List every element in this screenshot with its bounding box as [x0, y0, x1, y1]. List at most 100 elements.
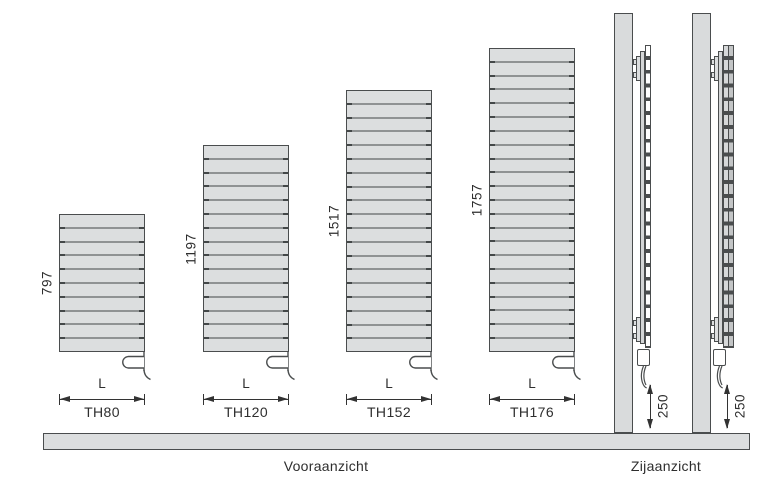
- height-dimension-label: 1197: [183, 232, 199, 265]
- floor-clearance-label: 250: [732, 393, 748, 419]
- dimension-tick-right: [431, 394, 432, 405]
- radiator-slat: [490, 159, 574, 174]
- radiator-th120: [203, 145, 289, 352]
- dimension-arrow-left-icon: [60, 396, 70, 402]
- floor-clearance-dimension: [723, 384, 732, 429]
- radiator-slat: [490, 76, 574, 91]
- radiator-slat: [347, 284, 431, 298]
- floor-clearance-dimension: [646, 384, 655, 429]
- radiator-slat: [347, 132, 431, 147]
- dimension-tick-right: [574, 394, 575, 405]
- model-label: TH176: [509, 404, 555, 420]
- radiator-slat: [60, 297, 144, 312]
- dimension-line: [346, 399, 432, 400]
- radiator-slat: [204, 283, 288, 298]
- radiator-slat: [347, 242, 431, 257]
- radiator-th176: [489, 48, 575, 352]
- power-cable-icon: [640, 365, 647, 389]
- radiator-slat: [490, 90, 574, 105]
- side-view-caption: Zijaanzicht: [630, 458, 702, 474]
- radiator-slat: [490, 214, 574, 229]
- radiator-slat: [490, 104, 574, 119]
- radiator-slat: [490, 145, 574, 160]
- radiator-slat: [347, 159, 431, 174]
- dimension-line: [59, 399, 145, 400]
- dimension-arrow-up-icon: [724, 384, 730, 394]
- heating-element-cable-icon: [409, 351, 438, 381]
- dimension-arrow-right-icon: [278, 396, 288, 402]
- radiator-slat: [347, 104, 431, 119]
- radiator-slat: [60, 242, 144, 257]
- width-dimension: L TH152: [346, 376, 432, 420]
- floor-clearance-label: 250: [655, 393, 671, 419]
- radiator-slat: [347, 173, 431, 188]
- radiator-slat: [490, 311, 574, 326]
- radiator-slat: [347, 201, 431, 216]
- radiator-slat: [347, 339, 431, 352]
- height-dimension-label: 1757: [469, 183, 485, 217]
- dimension-arrow-right-icon: [564, 396, 574, 402]
- radiator-slat: [347, 270, 431, 285]
- heating-element-box: [637, 349, 650, 366]
- radiator-slat: [204, 173, 288, 188]
- radiator-slat: [347, 325, 431, 340]
- width-label: L: [528, 376, 536, 391]
- dimension-line: [489, 399, 575, 400]
- dimension-tick-left: [489, 394, 490, 405]
- heating-element-cable-icon: [122, 351, 151, 381]
- radiator-slat: [204, 311, 288, 326]
- power-cable-icon: [716, 365, 723, 389]
- radiator-slat: [490, 256, 574, 270]
- radiator-slat: [60, 215, 144, 229]
- radiator-slat: [204, 339, 288, 351]
- radiator-slat: [60, 283, 144, 298]
- width-label: L: [98, 376, 106, 391]
- dimension-arrow-right-icon: [421, 396, 431, 402]
- model-label: TH120: [223, 404, 269, 420]
- radiator-th80: [59, 214, 145, 352]
- front-view-caption: Vooraanzicht: [283, 458, 369, 474]
- radiator-slat: [204, 146, 288, 160]
- radiator-slat: [204, 214, 288, 229]
- dimension-tick-right: [144, 394, 145, 405]
- radiator-slat: [347, 146, 431, 160]
- radiator-slat: [60, 228, 144, 243]
- width-dimension: L TH120: [203, 376, 289, 420]
- dimension-tick-left: [203, 394, 204, 405]
- radiator-slat: [490, 131, 574, 146]
- slat-edge-strip: [728, 45, 734, 348]
- heating-element-cable-icon: [552, 351, 581, 381]
- radiator-slat: [204, 159, 288, 174]
- heating-element-cable-icon: [266, 351, 295, 381]
- width-dimension: L TH176: [489, 376, 575, 420]
- model-label: TH152: [366, 404, 412, 420]
- radiator-slat: [204, 228, 288, 243]
- radiator-slat: [490, 62, 574, 77]
- dimension-arrow-up-icon: [647, 384, 653, 394]
- dimension-arrow-left-icon: [204, 396, 214, 402]
- radiator-slat: [490, 339, 574, 351]
- dimension-line: [203, 399, 289, 400]
- radiator-slat: [347, 215, 431, 229]
- dimension-arrow-right-icon: [134, 396, 144, 402]
- radiator-slat: [204, 187, 288, 202]
- radiator-slat: [60, 325, 144, 340]
- wall: [614, 13, 633, 433]
- radiator-slat: [490, 118, 574, 132]
- radiator-slat: [347, 91, 431, 105]
- radiator-slat: [490, 283, 574, 298]
- radiator-th152: [346, 90, 432, 352]
- radiator-slat: [490, 187, 574, 201]
- radiator-slat: [204, 270, 288, 284]
- wall: [692, 13, 711, 433]
- radiator-slat: [60, 256, 144, 271]
- radiator-slat: [490, 228, 574, 243]
- radiator-slat: [204, 201, 288, 215]
- width-label: L: [242, 376, 250, 391]
- dimension-arrow-down-icon: [647, 419, 653, 429]
- radiator-slat: [347, 187, 431, 202]
- radiator-slat: [490, 200, 574, 215]
- radiator-slat: [490, 49, 574, 63]
- radiator-slat: [60, 270, 144, 284]
